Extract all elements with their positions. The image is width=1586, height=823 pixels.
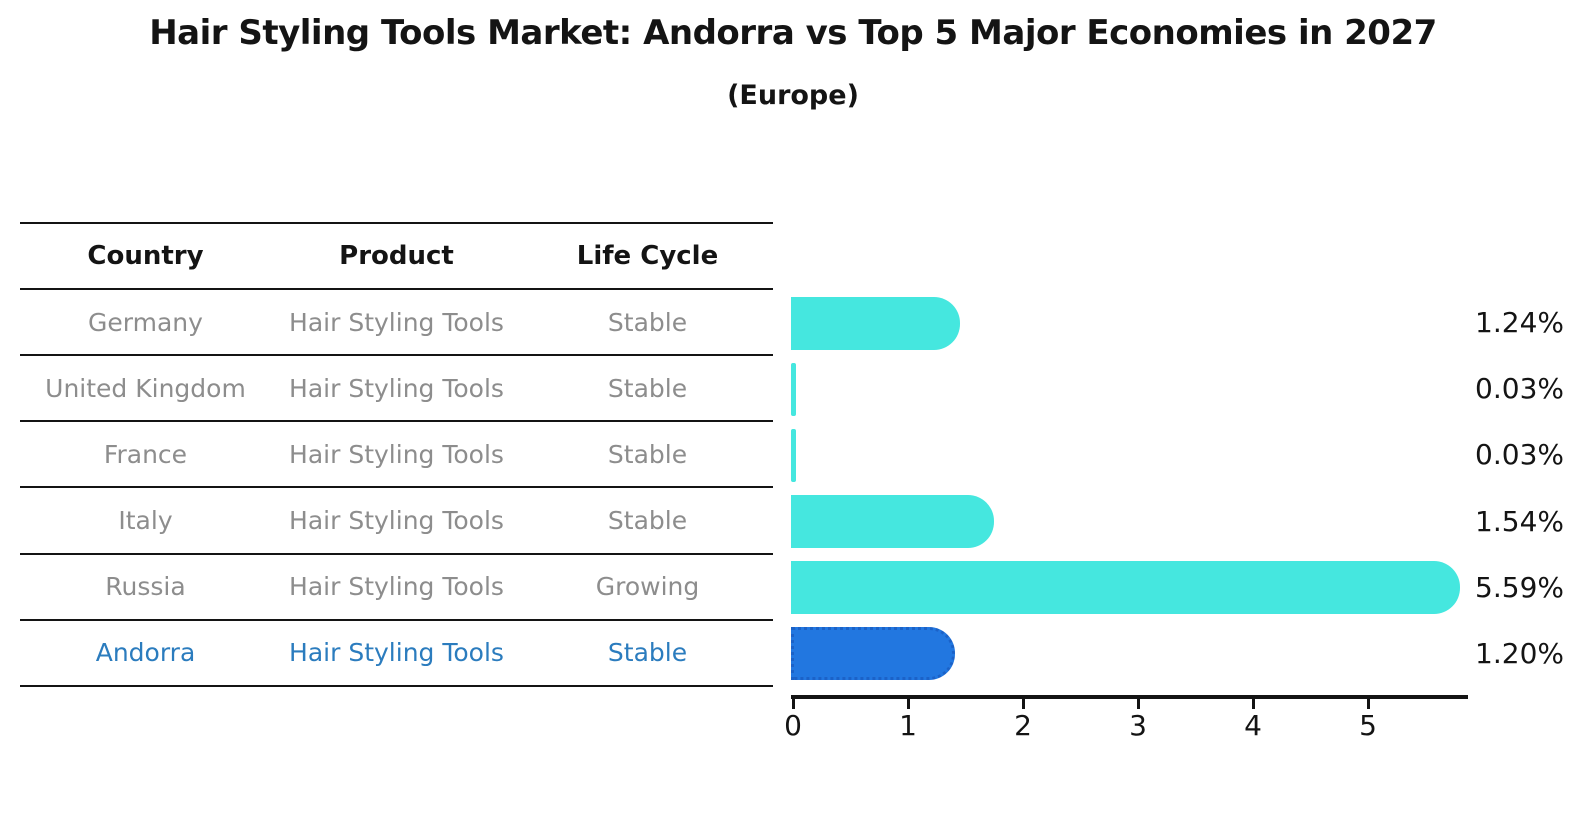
bar-france <box>791 428 796 482</box>
x-axis-tick-label: 5 <box>1359 709 1377 742</box>
cell-country: Russia <box>105 572 186 602</box>
header-cell-life-cycle: Life Cycle <box>576 241 719 271</box>
cell-country: France <box>103 439 188 469</box>
value-label-france: 0.03% <box>1475 438 1564 472</box>
cell-product: Hair Styling Tools <box>289 373 504 403</box>
table-row-andorra: Andorra Hair Styling Tools Stable <box>20 621 773 687</box>
x-axis-tick-label: 4 <box>1244 709 1262 742</box>
table-row-france: France Hair Styling Tools Stable <box>20 422 773 489</box>
header-cell-country: Country <box>87 241 204 271</box>
cell-product: Hair Styling Tools <box>289 638 504 668</box>
cell-country: Germany <box>88 307 203 337</box>
cell-life-cycle: Stable <box>607 506 688 536</box>
cell-life-cycle: Stable <box>607 373 688 403</box>
table-header-row: Country Product Life Cycle <box>20 222 773 290</box>
cell-life-cycle: Growing <box>595 572 700 602</box>
bar-andorra <box>791 627 955 681</box>
bar-germany <box>791 296 960 350</box>
cell-country: Italy <box>118 506 173 536</box>
chart-subtitle: (Europe) <box>727 80 859 111</box>
x-axis-tick <box>906 699 910 709</box>
cell-life-cycle: Stable <box>607 439 688 469</box>
x-axis-tick <box>791 699 795 709</box>
x-axis-tick <box>1251 699 1255 709</box>
table-row-united-kingdom: United Kingdom Hair Styling Tools Stable <box>20 356 773 423</box>
cell-country: Andorra <box>95 638 196 668</box>
x-axis-line <box>791 695 1468 699</box>
x-axis-tick-label: 1 <box>899 709 917 742</box>
x-axis-tick-label: 0 <box>784 709 802 742</box>
x-axis-tick <box>1021 699 1025 709</box>
x-axis-tick <box>1136 699 1140 709</box>
data-table: Country Product Life Cycle Germany Hair … <box>20 222 773 687</box>
table-row-russia: Russia Hair Styling Tools Growing <box>20 555 773 621</box>
x-axis-tick <box>1366 699 1370 709</box>
header-cell-product: Product <box>339 241 454 271</box>
bar-russia <box>791 561 1460 615</box>
cell-country: United Kingdom <box>45 373 246 403</box>
value-label-united-kingdom: 0.03% <box>1475 372 1564 406</box>
cell-product: Hair Styling Tools <box>289 439 504 469</box>
cell-life-cycle: Stable <box>607 307 688 337</box>
value-label-italy: 1.54% <box>1475 504 1564 538</box>
cell-product: Hair Styling Tools <box>289 307 504 337</box>
bar-united-kingdom <box>791 362 796 416</box>
value-label-germany: 1.24% <box>1475 306 1564 340</box>
table-row-italy: Italy Hair Styling Tools Stable <box>20 488 773 555</box>
value-label-andorra: 1.20% <box>1475 636 1564 670</box>
x-axis-tick-label: 3 <box>1129 709 1147 742</box>
x-axis-tick-label: 2 <box>1014 709 1032 742</box>
page-title: Hair Styling Tools Market: Andorra vs To… <box>149 13 1437 53</box>
cell-product: Hair Styling Tools <box>289 506 504 536</box>
cell-product: Hair Styling Tools <box>289 572 504 602</box>
bar-italy <box>791 495 995 549</box>
cell-life-cycle: Stable <box>607 638 688 668</box>
value-label-russia: 5.59% <box>1475 570 1564 604</box>
table-row-germany: Germany Hair Styling Tools Stable <box>20 290 773 357</box>
